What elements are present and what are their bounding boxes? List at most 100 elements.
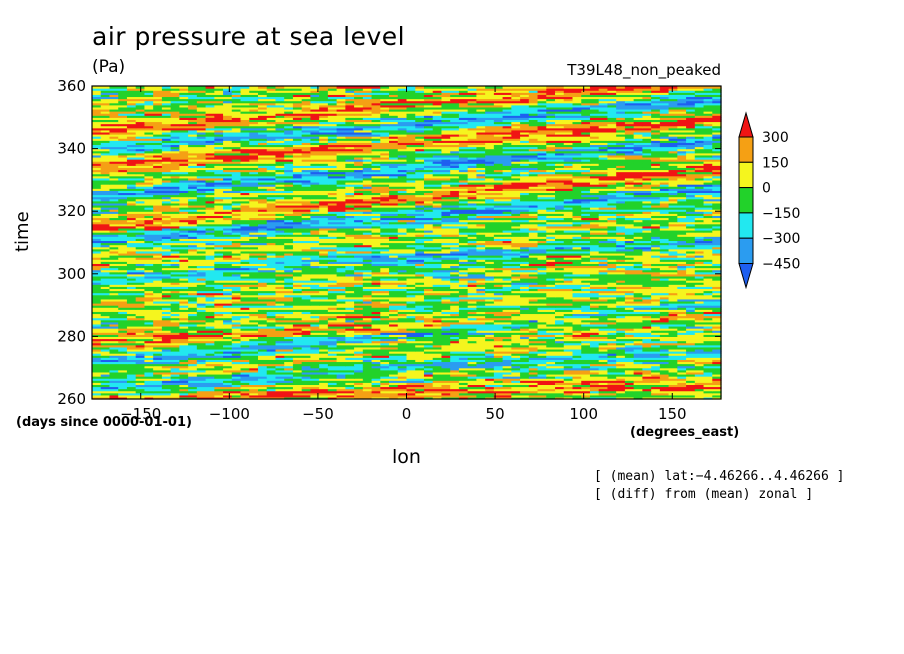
heatmap-cell	[292, 232, 303, 235]
heatmap-cell	[214, 319, 224, 323]
heatmap-cell	[354, 232, 364, 235]
heatmap-cell	[275, 138, 285, 141]
heatmap-cell	[188, 280, 207, 283]
heatmap-cell	[450, 292, 460, 296]
heatmap-cell	[100, 348, 111, 352]
heatmap-cell	[415, 392, 443, 396]
heatmap-cell	[327, 150, 346, 154]
heatmap-cell	[607, 336, 617, 340]
heatmap-cell	[502, 332, 539, 335]
heatmap-cell	[354, 255, 373, 258]
heatmap-cell	[161, 236, 172, 239]
heatmap-cell	[362, 300, 373, 304]
heatmap-cell	[520, 323, 530, 327]
heatmap-cell	[257, 207, 285, 210]
heatmap-cell	[537, 321, 547, 325]
heatmap-cell	[651, 238, 670, 242]
heatmap-cell	[214, 246, 224, 250]
heatmap-cell	[196, 154, 215, 158]
heatmap-cell	[651, 242, 670, 246]
heatmap-cell	[301, 169, 320, 173]
heatmap-cell	[389, 221, 408, 225]
heatmap-cell	[493, 184, 504, 187]
heatmap-cell	[336, 188, 355, 191]
heatmap-cell	[633, 148, 643, 152]
heatmap-cell	[528, 344, 547, 348]
heatmap-cell	[109, 396, 128, 400]
heatmap-cell	[275, 315, 285, 319]
heatmap-cell	[153, 357, 163, 360]
heatmap-cell	[179, 202, 189, 206]
heatmap-cell	[188, 236, 198, 239]
heatmap-cell	[485, 386, 495, 390]
heatmap-cell	[170, 294, 180, 298]
heatmap-cell	[170, 330, 189, 333]
heatmap-cell	[511, 213, 521, 216]
heatmap-cell	[170, 194, 189, 198]
heatmap-cell	[179, 177, 189, 181]
heatmap-cell	[284, 196, 294, 200]
heatmap-cell	[301, 181, 320, 185]
heatmap-cell	[354, 144, 364, 148]
heatmap-cell	[310, 229, 320, 233]
heatmap-cell	[432, 294, 460, 298]
heatmap-cell	[528, 198, 565, 202]
heatmap-cell	[292, 156, 311, 160]
heatmap-cell	[598, 213, 617, 216]
heatmap-cell	[100, 346, 111, 350]
heatmap-cell	[336, 319, 346, 323]
heatmap-cell	[161, 148, 172, 152]
heatmap-cell	[406, 154, 416, 158]
heatmap-cell	[712, 378, 722, 381]
heatmap-cell	[563, 342, 582, 346]
heatmap-cell	[406, 342, 451, 346]
heatmap-cell	[179, 348, 224, 352]
heatmap-cell	[327, 146, 346, 150]
heatmap-cell	[249, 169, 268, 173]
heatmap-cell	[275, 334, 294, 337]
heatmap-cell	[92, 384, 102, 388]
heatmap-cell	[493, 298, 504, 302]
heatmap-cell	[188, 209, 198, 212]
heatmap-cell	[423, 394, 434, 398]
heatmap-cell	[354, 265, 364, 269]
heatmap-cell	[520, 196, 539, 200]
heatmap-cell	[572, 290, 582, 294]
heatmap-cell	[389, 190, 399, 194]
heatmap-cell	[423, 223, 434, 227]
heatmap-cell	[694, 321, 713, 325]
heatmap-cell	[179, 290, 198, 294]
heatmap-cell	[345, 311, 355, 315]
heatmap-cell	[450, 330, 469, 333]
heatmap-cell	[598, 163, 626, 166]
heatmap-cell	[196, 271, 207, 275]
heatmap-cell	[292, 338, 303, 342]
heatmap-cell	[528, 169, 547, 173]
heatmap-cell	[686, 184, 713, 187]
heatmap-cell	[266, 307, 277, 310]
heatmap-cell	[511, 373, 521, 377]
heatmap-cell	[380, 346, 399, 350]
heatmap-cell	[589, 369, 609, 373]
heatmap-cell	[275, 148, 294, 152]
heatmap-cell	[109, 209, 119, 212]
heatmap-cell	[109, 309, 119, 312]
heatmap-cell	[118, 369, 128, 373]
heatmap-cell	[284, 363, 294, 367]
heatmap-cell	[249, 388, 259, 392]
heatmap-cell	[275, 319, 311, 323]
heatmap-cell	[458, 328, 477, 331]
heatmap-cell	[292, 363, 303, 367]
heatmap-cell	[371, 292, 390, 296]
heatmap-cell	[520, 263, 530, 267]
heatmap-cell	[520, 309, 539, 312]
heatmap-cell	[231, 325, 285, 329]
heatmap-cell	[467, 269, 477, 273]
heatmap-cell	[275, 367, 285, 371]
heatmap-cell	[266, 257, 277, 260]
heatmap-cell	[161, 259, 172, 262]
heatmap-cell	[502, 290, 512, 294]
heatmap-cell	[205, 315, 215, 319]
heatmap-cell	[389, 363, 443, 367]
heatmap-cell	[537, 252, 547, 256]
